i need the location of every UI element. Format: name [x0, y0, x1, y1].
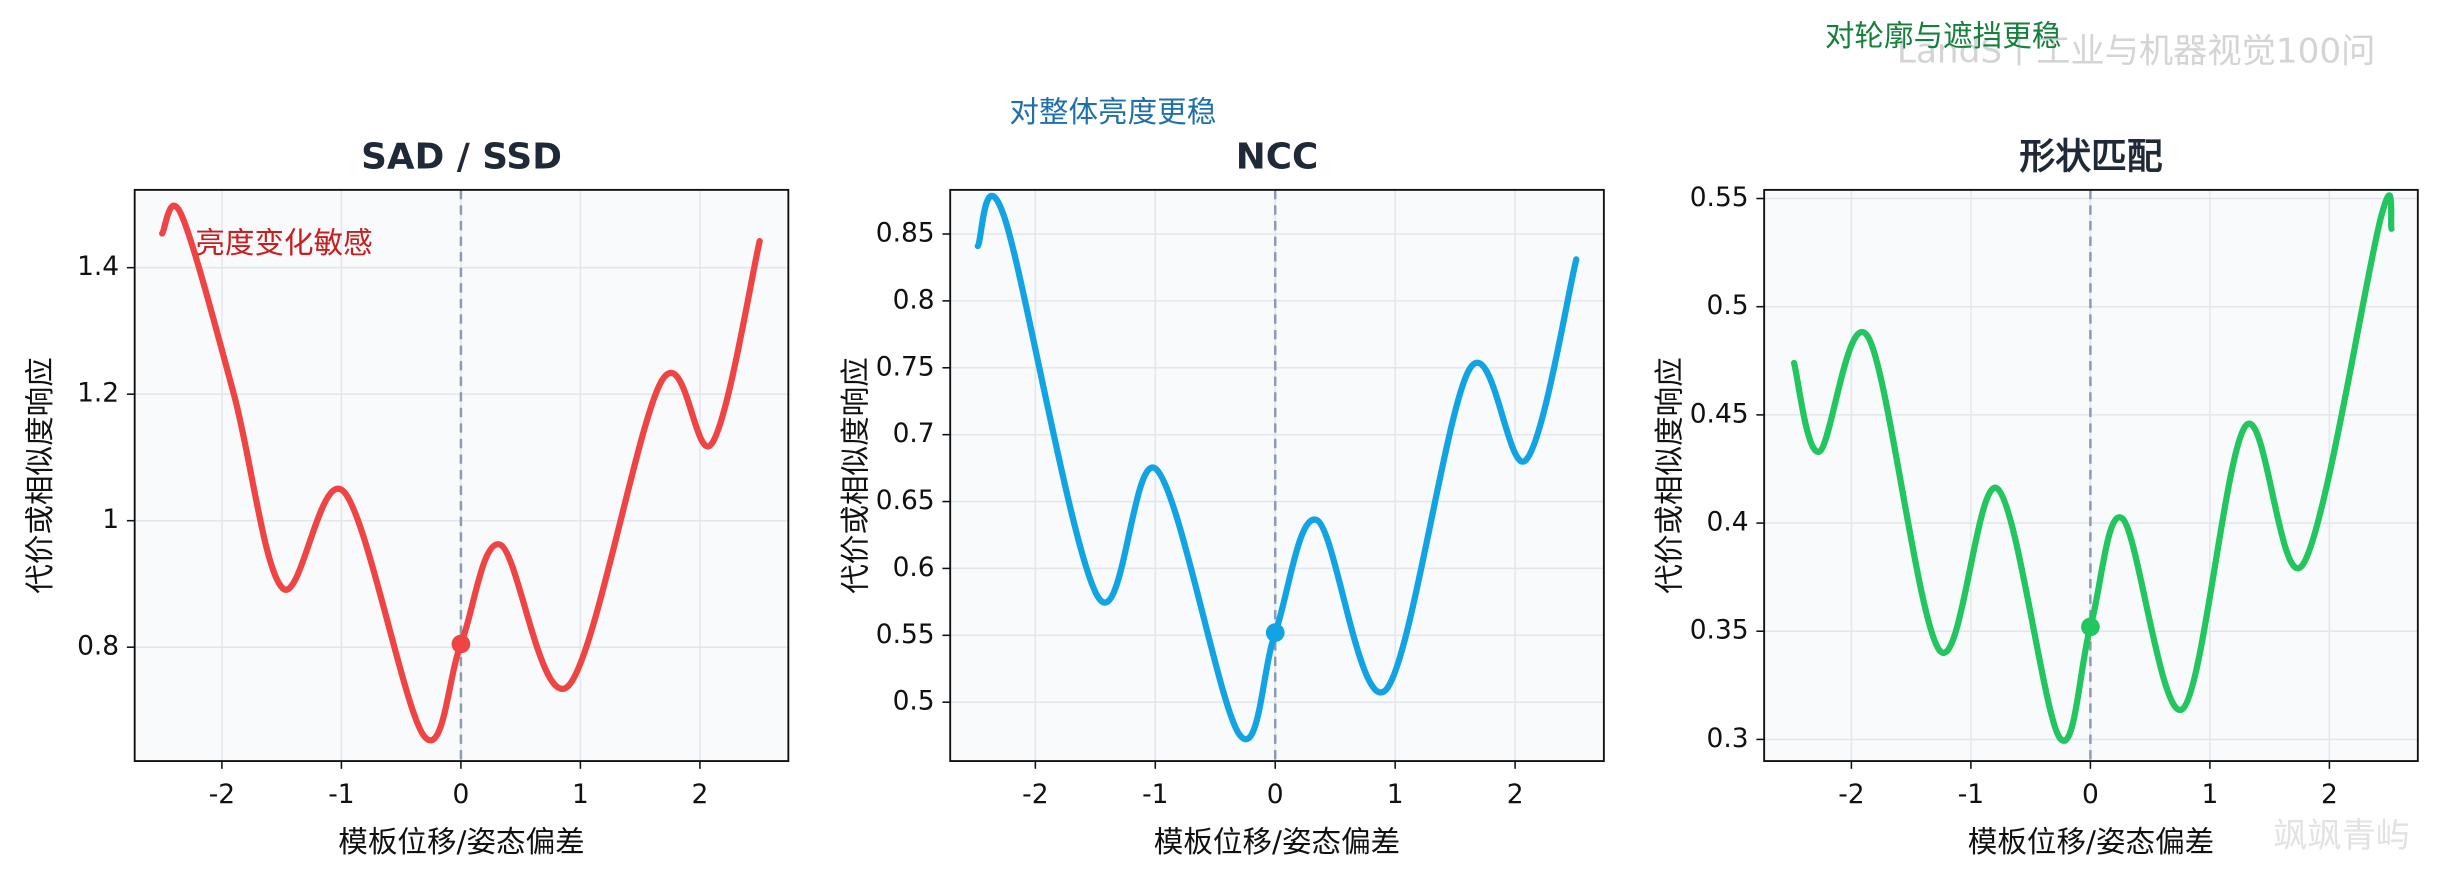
y-tick-label: 0.8 [893, 284, 935, 315]
x-tick-label: 2 [2321, 779, 2338, 810]
x-tick-label: -1 [1142, 779, 1168, 810]
y-tick-label: 0.4 [1707, 507, 1749, 538]
watermark: LandS丨工业与机器视觉100问 [1897, 31, 2375, 71]
highlight-point [1265, 623, 1285, 642]
x-tick-label: 0 [1267, 779, 1284, 810]
x-tick-label: 1 [1387, 779, 1404, 810]
chart-title: SAD / SSD [361, 137, 562, 178]
x-tick-label: -2 [209, 779, 235, 810]
y-tick-label: 0.5 [1707, 290, 1749, 321]
y-tick-label: 0.65 [876, 485, 935, 516]
highlight-point [451, 634, 471, 654]
x-tick-label: -1 [1958, 779, 1984, 810]
chart-title: 形状匹配 [2019, 137, 2162, 178]
x-tick-label: 2 [691, 779, 708, 810]
y-tick-label: 1 [102, 504, 119, 535]
y-tick-label: 1.4 [77, 251, 119, 282]
y-tick-label: 1.2 [77, 378, 119, 409]
y-tick-label: 0.55 [1690, 182, 1749, 213]
y-tick-label: 0.6 [893, 552, 935, 583]
line-series [159, 202, 763, 744]
watermark: 飒飒青屿 [2273, 816, 2410, 856]
highlight-point [2081, 617, 2100, 637]
annotation: 亮度变化敏感 [195, 226, 372, 260]
chart-title: NCC [1236, 137, 1318, 178]
y-axis-label: 代价或相似度响应 [1652, 357, 1686, 594]
x-tick-label: 0 [452, 779, 469, 810]
y-tick-label: 0.5 [893, 686, 935, 717]
axes-frame [133, 188, 790, 762]
plot-area [950, 189, 1604, 762]
annotation: 对轮廓与遮挡更稳 [1825, 19, 2062, 53]
y-tick-label: 0.7 [893, 418, 935, 449]
y-tick-label: 0.75 [876, 351, 935, 382]
x-tick-label: -1 [328, 779, 354, 810]
y-tick-label: 0.85 [876, 218, 935, 249]
x-tick-label: 2 [1507, 779, 1524, 810]
y-tick-label: 0.8 [77, 631, 119, 662]
x-tick-label: 0 [2082, 779, 2099, 810]
y-axis-label: 代价或相似度响应 [838, 357, 872, 594]
x-tick-label: -2 [1838, 779, 1864, 810]
axes-frame [949, 188, 1605, 762]
y-axis-label: 代价或相似度响应 [23, 357, 57, 594]
y-tick-label: 0.35 [1690, 615, 1749, 646]
x-axis-label: 模板位移/姿态偏差 [338, 825, 584, 859]
x-tick-label: 1 [2201, 779, 2218, 810]
y-tick-label: 0.3 [1707, 723, 1749, 754]
x-tick-label: -2 [1022, 779, 1048, 810]
y-tick-label: 0.55 [876, 619, 935, 650]
annotation: 对整体亮度更稳 [1009, 95, 1216, 129]
x-tick-label: 1 [572, 779, 589, 810]
axes-frame [1763, 188, 2419, 762]
y-tick-label: 0.45 [1690, 398, 1749, 429]
x-axis-label: 模板位移/姿态偏差 [1154, 825, 1400, 859]
x-axis-label: 模板位移/姿态偏差 [1968, 825, 2214, 859]
